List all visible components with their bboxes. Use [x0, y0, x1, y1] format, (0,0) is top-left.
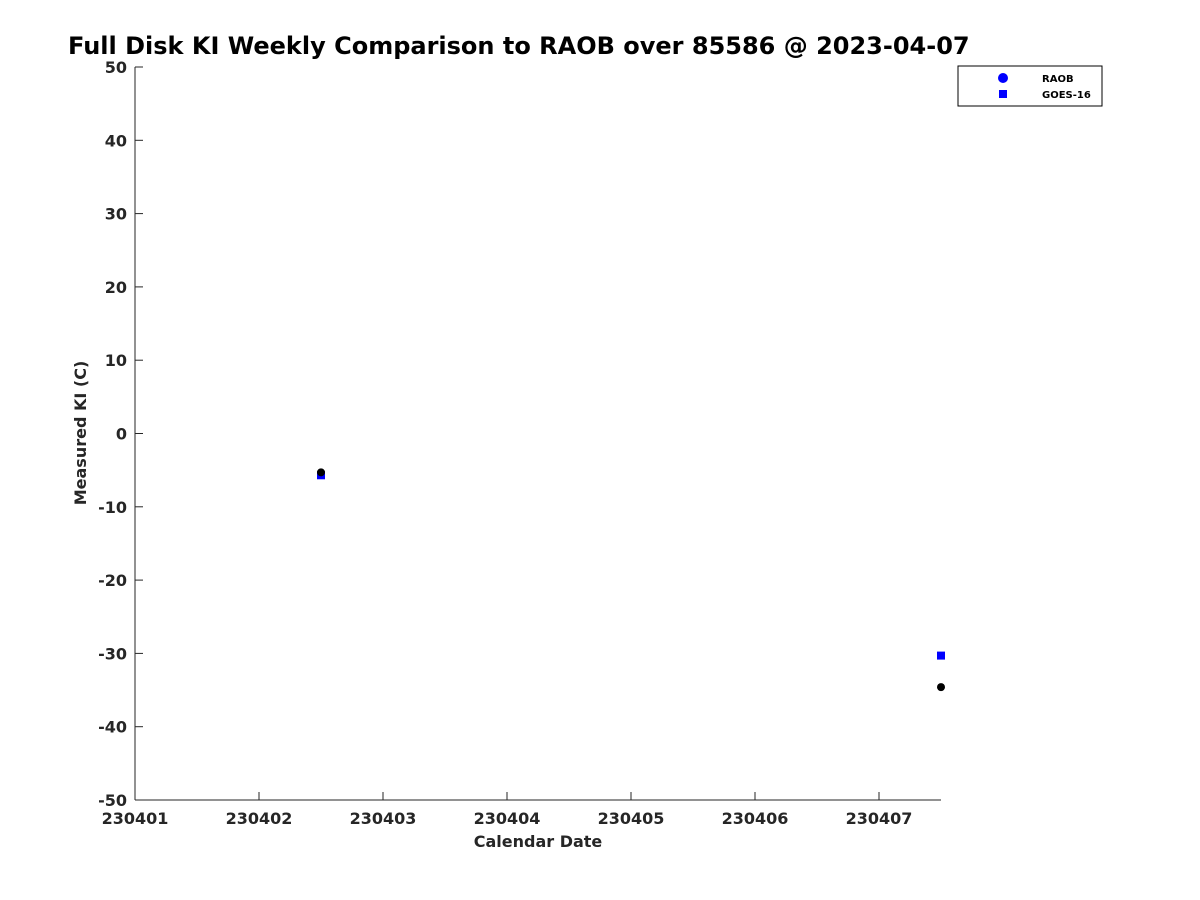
legend-label: GOES-16 [1042, 90, 1091, 101]
x-tick-label: 230405 [598, 809, 665, 828]
plot-area [134, 67, 941, 801]
legend-marker [999, 90, 1007, 98]
raob-point [317, 468, 325, 477]
x-tick-label: 230402 [226, 809, 293, 828]
y-tick-label: -30 [98, 644, 127, 663]
raob-point [937, 683, 945, 692]
x-tick-label: 230404 [474, 809, 541, 828]
y-tick-label: -40 [98, 718, 127, 737]
x-tick-label: 230406 [722, 809, 789, 828]
y-tick-label: 50 [105, 58, 127, 77]
y-tick-label: 20 [105, 278, 127, 297]
legend-label: RAOB [1042, 74, 1074, 85]
y-tick-label: 40 [105, 131, 127, 150]
y-tick-label: 10 [105, 351, 127, 370]
y-axis-label: Measured KI (C) [71, 361, 90, 506]
y-tick-label: -50 [98, 791, 127, 810]
legend: RAOB GOES-16 [957, 65, 1103, 107]
data-markers [317, 468, 945, 692]
legend-box [957, 65, 1103, 107]
y-tick-label: -10 [98, 498, 127, 517]
x-tick-label: 230401 [102, 809, 169, 828]
y-tick-label: 30 [105, 205, 127, 224]
y-tick-label: -20 [98, 571, 127, 590]
goes-16-point [937, 651, 945, 660]
y-axis-ticks: 50 40 30 20 10 0 -10 -20 -30 -40 -50 [98, 58, 143, 810]
legend-marker [998, 73, 1008, 83]
x-tick-label: 230403 [350, 809, 417, 828]
x-tick-label: 230407 [846, 809, 913, 828]
x-axis-label: Calendar Date [474, 832, 603, 851]
y-tick-label: 0 [116, 425, 127, 444]
chart-title: Full Disk KI Weekly Comparison to RAOB o… [68, 32, 970, 60]
x-axis-ticks: 230401 230402 230403 230404 230405 230406 2304… [102, 792, 913, 828]
